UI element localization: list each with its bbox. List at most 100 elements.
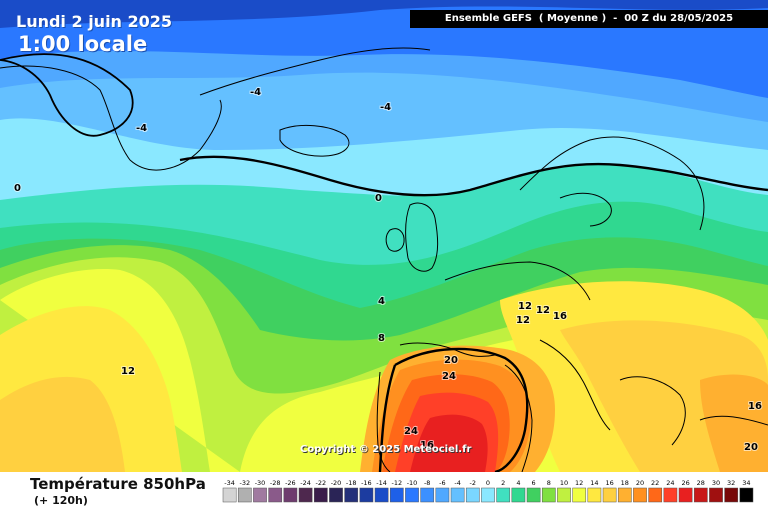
legend-swatch <box>435 487 450 503</box>
turkey-coast <box>699 415 768 426</box>
temperature-map: -4 -4 -4 0 0 4 8 12 12 12 12 16 20 24 24… <box>0 0 768 472</box>
legend-tick-label: -30 <box>255 479 266 487</box>
legend-swatch <box>450 487 465 503</box>
iceland <box>279 125 350 157</box>
contour-label: 20 <box>744 442 758 453</box>
greenland-north-coast <box>199 47 431 96</box>
legend-swatch <box>237 487 252 503</box>
contour-label: 16 <box>553 311 567 322</box>
legend-swatch <box>359 487 374 503</box>
great-britain <box>405 202 439 272</box>
contour-label: 12 <box>536 305 550 316</box>
legend-swatch <box>268 487 283 503</box>
legend-tick-label: -34 <box>224 479 235 487</box>
legend-tick-label: 18 <box>621 479 629 487</box>
legend-tick-label: 2 <box>501 479 505 487</box>
contour-label: 0 <box>14 183 21 194</box>
legend-swatch <box>405 487 419 503</box>
contour-label: 8 <box>378 333 385 344</box>
legend-tick-label: -14 <box>376 479 387 487</box>
legend-tick-label: 14 <box>590 479 598 487</box>
variable-title: Température 850hPa <box>30 475 206 493</box>
contour-label: 20 <box>444 355 458 366</box>
legend-tick-label: -6 <box>439 479 445 487</box>
legend-tick-label: -22 <box>315 479 326 487</box>
contour-labels: -4 -4 -4 0 0 4 8 12 12 12 12 16 20 24 24… <box>13 86 763 454</box>
legend-tick-label: 22 <box>651 479 659 487</box>
legend-swatch <box>465 487 480 503</box>
copyright-notice: Copyright © 2025 Meteociel.fr <box>300 444 472 455</box>
legend-tick-label: 32 <box>727 479 735 487</box>
legend-tick-label: -18 <box>346 479 357 487</box>
legend-tick-label: -12 <box>391 479 402 487</box>
legend-swatch <box>617 487 632 503</box>
legend-swatch <box>602 487 617 503</box>
isotherm-minus-4-greenland <box>0 53 134 137</box>
legend-tick-label: 16 <box>605 479 613 487</box>
legend-swatch <box>374 487 389 503</box>
legend-tick-label: -26 <box>285 479 296 487</box>
legend-tick-label: -16 <box>361 479 372 487</box>
legend-tick-label: 0 <box>486 479 490 487</box>
forecast-time: 1:00 locale <box>18 32 148 56</box>
legend-tick-label: 12 <box>575 479 583 487</box>
lead-time: (+ 120h) <box>34 494 88 507</box>
portugal-coast <box>376 371 391 472</box>
legend-swatch <box>298 487 313 503</box>
band-24 <box>410 414 488 472</box>
contour-label: 24 <box>404 426 418 437</box>
legend-swatch <box>572 487 587 503</box>
spain-east-coast <box>504 364 533 472</box>
legend-tick-label: -32 <box>239 479 250 487</box>
coastlines <box>0 47 768 472</box>
legend-tick-label: 8 <box>547 479 551 487</box>
legend-tick-label: 20 <box>636 479 644 487</box>
band-16-east <box>700 374 768 472</box>
contour-label: 24 <box>442 371 456 382</box>
legend-swatch <box>587 487 602 503</box>
model-run-banner: Ensemble GEFS ( Moyenne ) - 00 Z du 28/0… <box>410 10 768 28</box>
contour-label: -4 <box>136 123 147 134</box>
legend-tick-label: -24 <box>300 479 311 487</box>
contour-label: 12 <box>121 366 135 377</box>
legend-tick-label: -10 <box>407 479 418 487</box>
ireland <box>385 228 405 252</box>
legend-swatch <box>481 487 495 503</box>
north-europe-coast <box>444 261 591 301</box>
legend-swatch <box>329 487 343 503</box>
baltic-coast <box>559 192 612 227</box>
balkans-coast <box>619 376 686 446</box>
legend-tick-label: 4 <box>516 479 520 487</box>
legend-tick-label: -8 <box>424 479 430 487</box>
contour-label: -4 <box>250 87 261 98</box>
legend-swatch <box>541 487 556 503</box>
contour-label: 12 <box>518 301 532 312</box>
isotherm-0 <box>179 155 768 197</box>
legend-swatch <box>283 487 298 503</box>
contour-label: 16 <box>748 401 762 412</box>
band-14-west <box>0 376 125 472</box>
legend-swatch <box>663 487 678 503</box>
legend-swatch <box>678 487 693 503</box>
legend-swatch <box>420 487 435 503</box>
legend-tick-label: 24 <box>666 479 674 487</box>
legend-swatch <box>724 487 739 503</box>
legend-tick-label: 30 <box>712 479 720 487</box>
contour-label: -4 <box>380 102 391 113</box>
legend-swatch <box>344 487 359 503</box>
legend-tick-label: 28 <box>697 479 705 487</box>
biscay-coast <box>399 342 496 357</box>
legend-tick-label: 10 <box>560 479 568 487</box>
legend-swatch <box>709 487 723 503</box>
forecast-date: Lundi 2 juin 2025 <box>16 12 173 31</box>
contour-label: 16 <box>420 440 434 451</box>
legend-swatch <box>389 487 404 503</box>
legend-tick-label: -28 <box>270 479 281 487</box>
legend-swatch <box>511 487 526 503</box>
legend-swatch <box>526 487 541 503</box>
legend-tick-label: -20 <box>331 479 342 487</box>
legend-tick-label: -4 <box>454 479 460 487</box>
legend-swatch <box>557 487 571 503</box>
greenland-coast <box>0 65 222 171</box>
